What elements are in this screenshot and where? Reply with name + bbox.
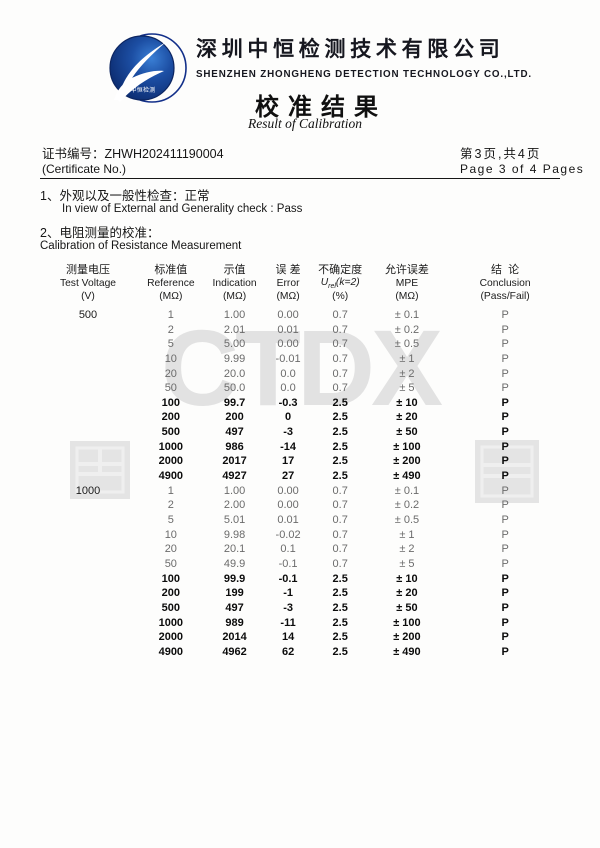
svg-text:中恒检测: 中恒检测 xyxy=(131,86,156,94)
